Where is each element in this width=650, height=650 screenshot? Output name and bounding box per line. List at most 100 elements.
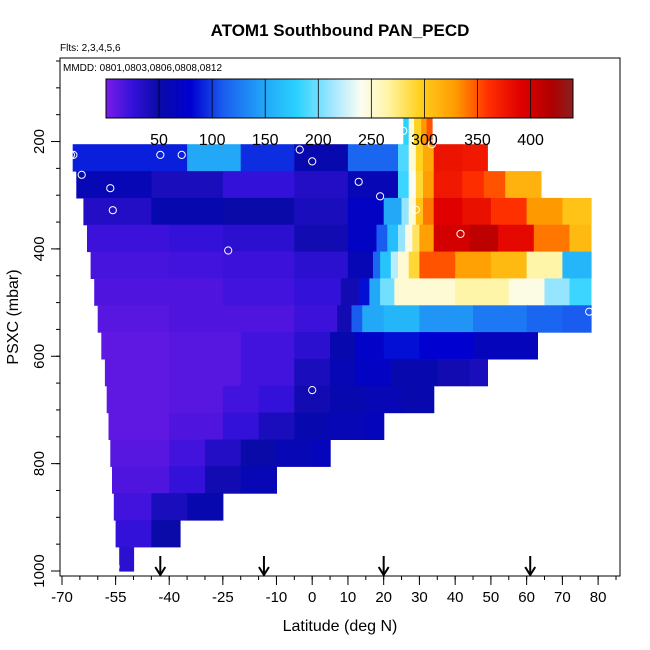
heatmap-cell [330,385,367,414]
sample-point [69,150,78,159]
down-arrow-icon [154,556,167,577]
heatmap-cell [365,412,385,440]
heatmap-cell [423,197,435,226]
heatmap-cell [294,412,331,440]
heatmap-cell [187,493,224,521]
heatmap-cell [462,144,488,172]
heatmap-cell [390,358,438,387]
heatmap-cell [462,171,485,199]
heatmap-cell [419,224,435,253]
heatmap-cell [387,224,399,253]
heatmap-cell [526,305,563,333]
sample-point [308,386,317,395]
heatmap-cell [408,251,420,279]
heatmap-cell [187,144,242,172]
arrow-head [377,566,390,577]
heatmap-cell [347,251,374,279]
heatmap-cell [330,412,367,440]
y-tick-label: 1000 [31,554,48,587]
heatmap-cell [383,332,420,360]
heatmap-cell [76,171,152,199]
sample-point [411,205,420,214]
heatmap-cell [419,305,474,333]
down-arrow-icon [258,556,270,577]
heatmap-cell [401,385,435,414]
heatmap-cell [169,358,242,387]
heatmap-cell [101,332,170,360]
heatmap-cell [151,197,224,226]
heatmap-cell [562,251,592,279]
sample-point [177,150,186,159]
down-arrow-icon [524,556,537,577]
heatmap-cell [365,385,403,414]
sample-point [354,177,363,186]
heatmap-cell [562,305,592,333]
colorbar-tick-label: 250 [358,132,385,149]
heatmap-cell [119,546,135,572]
heatmap-cell [398,224,406,253]
arrow-head [258,566,270,577]
heatmap-cell [380,251,392,279]
colorbar-tick-label: 300 [411,132,438,149]
x-tick-label: -40 [158,589,180,606]
heatmap-cell [433,144,463,172]
x-tick-label: 0 [308,589,316,606]
colorbar [106,79,573,118]
heatmap-cell [469,358,488,387]
heatmap-cell [423,144,435,172]
heatmap-cell [569,224,592,253]
x-tick-label: 40 [447,589,464,606]
dates-subtitle: MMDD: 0801,0803,0806,0808,0812 [63,63,222,74]
heatmap-cell [330,358,356,387]
heatmap-cell [87,224,170,253]
heatmap-cell [433,224,470,253]
heatmap-cell [533,224,571,253]
heatmap-cell [437,358,471,387]
heatmap-cell [205,466,242,494]
heatmap-cell [240,332,295,360]
heatmap-cell [240,439,277,467]
heatmap-cell [104,358,170,387]
sample-point [156,150,165,159]
heatmap-cell [112,466,170,494]
heatmap-cell [526,251,563,279]
heatmap-cell [421,114,428,145]
colorbar-tick-label: 50 [150,132,168,149]
heatmap-cell [340,278,360,306]
heatmap-cell [526,197,563,226]
heatmap-cell [169,466,206,494]
x-tick-label: 30 [411,589,428,606]
heatmap-cell [398,171,410,199]
heatmap-cell [408,171,417,199]
plot-frame [59,57,621,577]
y-axis: 200 400 600 800 1000 [31,60,60,588]
sample-point [295,145,304,154]
heatmap-cell [369,278,381,306]
x-tick-label: 80 [590,589,607,606]
heatmap-cell [405,224,413,253]
heatmap-cell [376,224,388,253]
chart-title: ATOM1 Southbound PAN_PECD [211,21,470,40]
heatmap-cell [419,332,474,360]
x-tick-label: -10 [266,589,288,606]
heatmap-cell [380,278,395,306]
heatmap-cell [337,305,353,333]
heatmap-cell [423,171,435,199]
heatmap-cell [415,171,424,199]
heatmap-cell [414,114,422,145]
flight-arrows [154,556,537,577]
heatmap-cell [398,144,410,172]
heatmap-cell [415,144,424,172]
sample-point [376,192,385,201]
colorbar-ticks: 50 100 150 200 250 300 350 400 [150,79,544,149]
heatmap-cell [505,171,542,199]
x-tick-label: 10 [340,589,357,606]
heatmap-cell [383,197,403,226]
heatmap-cell [169,332,242,360]
sample-point [399,126,408,135]
x-tick-label: -25 [212,589,234,606]
heatmap-cell [258,412,295,440]
sample-point [308,157,317,166]
heatmap-cell [544,278,571,306]
heatmap-cell [240,305,295,333]
